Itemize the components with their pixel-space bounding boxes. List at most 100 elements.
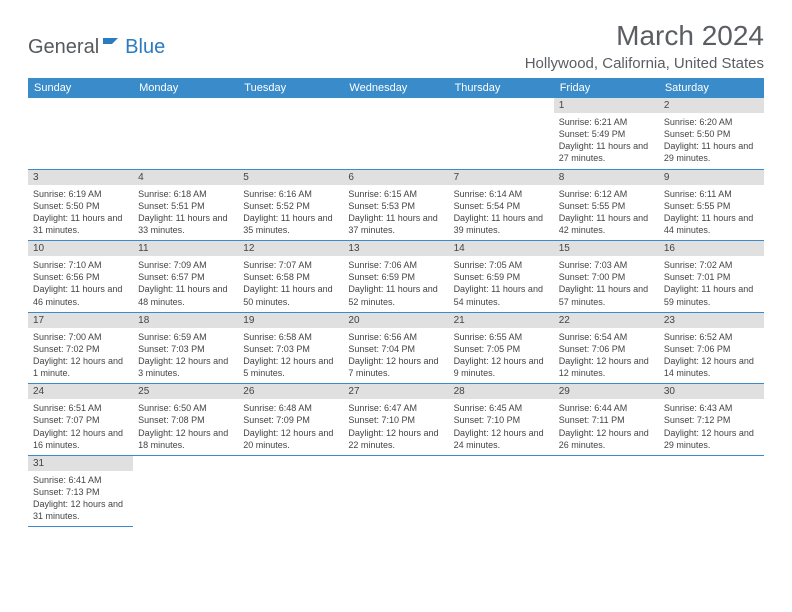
daylight-text: Daylight: 12 hours and 16 minutes. — [33, 427, 128, 451]
sunset-text: Sunset: 7:06 PM — [559, 343, 654, 355]
day-details: Sunrise: 6:19 AMSunset: 5:50 PMDaylight:… — [28, 185, 133, 241]
sunrise-text: Sunrise: 7:03 AM — [559, 259, 654, 271]
day-details: Sunrise: 6:11 AMSunset: 5:55 PMDaylight:… — [659, 185, 764, 241]
calendar-day-cell: 6Sunrise: 6:15 AMSunset: 5:53 PMDaylight… — [343, 169, 448, 241]
day-number: 16 — [659, 241, 764, 256]
sunrise-text: Sunrise: 6:20 AM — [664, 116, 759, 128]
daylight-text: Daylight: 12 hours and 24 minutes. — [454, 427, 549, 451]
daylight-text: Daylight: 11 hours and 29 minutes. — [664, 140, 759, 164]
day-number: 1 — [554, 98, 659, 113]
sunrise-text: Sunrise: 7:02 AM — [664, 259, 759, 271]
sunrise-text: Sunrise: 6:45 AM — [454, 402, 549, 414]
day-number: 23 — [659, 313, 764, 328]
day-number: 25 — [133, 384, 238, 399]
daylight-text: Daylight: 12 hours and 20 minutes. — [243, 427, 338, 451]
sunrise-text: Sunrise: 6:50 AM — [138, 402, 233, 414]
daylight-text: Daylight: 12 hours and 1 minute. — [33, 355, 128, 379]
sunset-text: Sunset: 6:57 PM — [138, 271, 233, 283]
daylight-text: Daylight: 11 hours and 48 minutes. — [138, 283, 233, 307]
day-details: Sunrise: 7:07 AMSunset: 6:58 PMDaylight:… — [238, 256, 343, 312]
calendar-day-cell: 23Sunrise: 6:52 AMSunset: 7:06 PMDayligh… — [659, 312, 764, 384]
day-number: 12 — [238, 241, 343, 256]
day-details: Sunrise: 6:48 AMSunset: 7:09 PMDaylight:… — [238, 399, 343, 455]
calendar-day-cell — [554, 455, 659, 527]
day-number: 10 — [28, 241, 133, 256]
day-number: 19 — [238, 313, 343, 328]
sunset-text: Sunset: 6:59 PM — [454, 271, 549, 283]
calendar-day-cell: 16Sunrise: 7:02 AMSunset: 7:01 PMDayligh… — [659, 241, 764, 313]
day-number: 28 — [449, 384, 554, 399]
day-details: Sunrise: 6:18 AMSunset: 5:51 PMDaylight:… — [133, 185, 238, 241]
sunset-text: Sunset: 7:06 PM — [664, 343, 759, 355]
calendar-day-cell — [133, 98, 238, 169]
calendar-day-cell — [238, 98, 343, 169]
calendar-body: 1Sunrise: 6:21 AMSunset: 5:49 PMDaylight… — [28, 98, 764, 527]
day-number: 20 — [343, 313, 448, 328]
calendar-day-cell: 13Sunrise: 7:06 AMSunset: 6:59 PMDayligh… — [343, 241, 448, 313]
day-number: 22 — [554, 313, 659, 328]
sunset-text: Sunset: 5:51 PM — [138, 200, 233, 212]
day-details: Sunrise: 6:15 AMSunset: 5:53 PMDaylight:… — [343, 185, 448, 241]
day-number: 13 — [343, 241, 448, 256]
day-details: Sunrise: 6:55 AMSunset: 7:05 PMDaylight:… — [449, 328, 554, 384]
calendar-day-cell — [449, 98, 554, 169]
daylight-text: Daylight: 12 hours and 29 minutes. — [664, 427, 759, 451]
daylight-text: Daylight: 11 hours and 50 minutes. — [243, 283, 338, 307]
sunrise-text: Sunrise: 7:09 AM — [138, 259, 233, 271]
daylight-text: Daylight: 12 hours and 26 minutes. — [559, 427, 654, 451]
sunset-text: Sunset: 7:04 PM — [348, 343, 443, 355]
sunrise-text: Sunrise: 6:18 AM — [138, 188, 233, 200]
sunrise-text: Sunrise: 6:44 AM — [559, 402, 654, 414]
day-number — [133, 98, 238, 113]
daylight-text: Daylight: 11 hours and 54 minutes. — [454, 283, 549, 307]
sunrise-text: Sunrise: 6:41 AM — [33, 474, 128, 486]
sunset-text: Sunset: 5:49 PM — [559, 128, 654, 140]
day-details: Sunrise: 6:45 AMSunset: 7:10 PMDaylight:… — [449, 399, 554, 455]
sunrise-text: Sunrise: 6:58 AM — [243, 331, 338, 343]
daylight-text: Daylight: 11 hours and 31 minutes. — [33, 212, 128, 236]
day-number — [28, 98, 133, 113]
sunset-text: Sunset: 5:50 PM — [33, 200, 128, 212]
day-details: Sunrise: 6:41 AMSunset: 7:13 PMDaylight:… — [28, 471, 133, 527]
calendar-day-cell: 7Sunrise: 6:14 AMSunset: 5:54 PMDaylight… — [449, 169, 554, 241]
sunset-text: Sunset: 5:54 PM — [454, 200, 549, 212]
sunset-text: Sunset: 5:52 PM — [243, 200, 338, 212]
calendar-day-cell: 20Sunrise: 6:56 AMSunset: 7:04 PMDayligh… — [343, 312, 448, 384]
brand-word-1: General — [28, 36, 99, 59]
calendar-day-cell: 28Sunrise: 6:45 AMSunset: 7:10 PMDayligh… — [449, 384, 554, 456]
brand-logo: General Blue — [28, 36, 165, 59]
sunset-text: Sunset: 7:02 PM — [33, 343, 128, 355]
day-details: Sunrise: 6:12 AMSunset: 5:55 PMDaylight:… — [554, 185, 659, 241]
calendar-day-cell — [343, 455, 448, 527]
sunset-text: Sunset: 7:12 PM — [664, 414, 759, 426]
calendar-week-row: 10Sunrise: 7:10 AMSunset: 6:56 PMDayligh… — [28, 241, 764, 313]
day-number — [449, 456, 554, 471]
calendar-day-cell — [343, 98, 448, 169]
sunset-text: Sunset: 5:55 PM — [559, 200, 654, 212]
day-number: 29 — [554, 384, 659, 399]
sunrise-text: Sunrise: 6:21 AM — [559, 116, 654, 128]
location-subtitle: Hollywood, California, United States — [525, 55, 764, 72]
daylight-text: Daylight: 11 hours and 27 minutes. — [559, 140, 654, 164]
sunrise-text: Sunrise: 6:14 AM — [454, 188, 549, 200]
day-details: Sunrise: 7:00 AMSunset: 7:02 PMDaylight:… — [28, 328, 133, 384]
day-details: Sunrise: 6:56 AMSunset: 7:04 PMDaylight:… — [343, 328, 448, 384]
sunrise-text: Sunrise: 6:43 AM — [664, 402, 759, 414]
calendar-day-cell: 8Sunrise: 6:12 AMSunset: 5:55 PMDaylight… — [554, 169, 659, 241]
calendar-day-cell: 21Sunrise: 6:55 AMSunset: 7:05 PMDayligh… — [449, 312, 554, 384]
sunset-text: Sunset: 7:11 PM — [559, 414, 654, 426]
daylight-text: Daylight: 11 hours and 59 minutes. — [664, 283, 759, 307]
calendar-day-cell: 27Sunrise: 6:47 AMSunset: 7:10 PMDayligh… — [343, 384, 448, 456]
sunset-text: Sunset: 7:07 PM — [33, 414, 128, 426]
day-details: Sunrise: 6:54 AMSunset: 7:06 PMDaylight:… — [554, 328, 659, 384]
weekday-header: Thursday — [449, 78, 554, 98]
calendar-day-cell: 5Sunrise: 6:16 AMSunset: 5:52 PMDaylight… — [238, 169, 343, 241]
calendar-day-cell: 24Sunrise: 6:51 AMSunset: 7:07 PMDayligh… — [28, 384, 133, 456]
sunset-text: Sunset: 7:09 PM — [243, 414, 338, 426]
day-details: Sunrise: 6:50 AMSunset: 7:08 PMDaylight:… — [133, 399, 238, 455]
day-details: Sunrise: 6:47 AMSunset: 7:10 PMDaylight:… — [343, 399, 448, 455]
day-number: 18 — [133, 313, 238, 328]
weekday-header: Sunday — [28, 78, 133, 98]
brand-word-2: Blue — [125, 36, 165, 59]
sunrise-text: Sunrise: 6:56 AM — [348, 331, 443, 343]
